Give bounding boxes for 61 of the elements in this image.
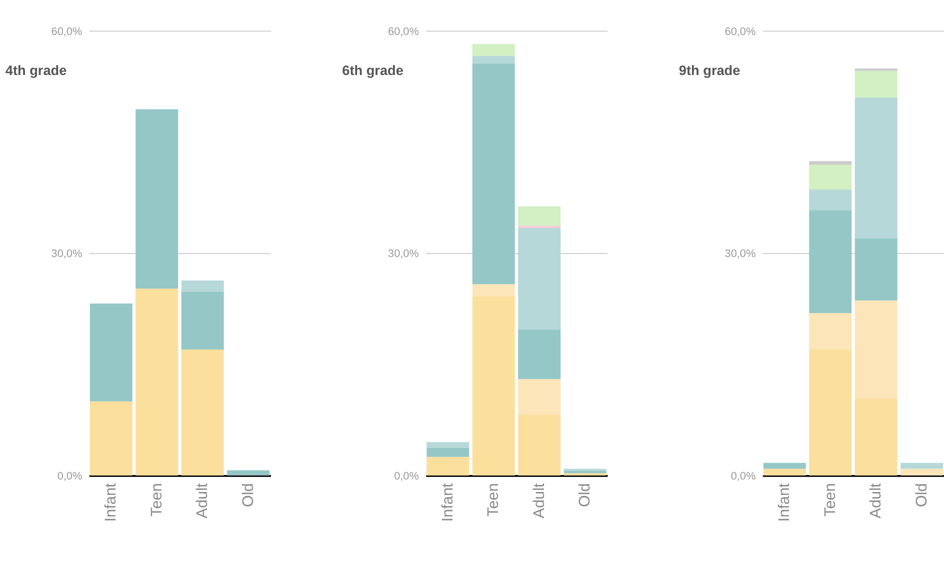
bar [518,379,561,415]
bar [472,296,515,476]
x-tick-label: Adult [868,482,885,518]
y-tick-label: 60,0% [388,26,420,38]
bar [854,398,898,476]
x-tick-label: Old [240,483,257,508]
bar [426,442,470,448]
bar [472,284,515,296]
y-tick-label: 0,0% [57,470,82,483]
bar [472,63,515,284]
x-tick-label: Infant [102,482,120,522]
y-tick-label: 30,0% [51,248,82,260]
x-tick-label: Adult [194,482,212,518]
y-tick-label: 0,0% [730,470,756,483]
bar [90,401,132,476]
bar [472,44,515,56]
bar [426,456,470,476]
y-tick-label: 60,0% [51,26,82,38]
text: 9th grade [678,63,741,78]
bar [854,97,898,238]
bar [564,468,606,472]
bar [426,448,470,457]
bar [472,56,515,64]
x-tick-label: Adult [530,482,548,518]
bar [90,303,132,402]
x-tick-label: Infant [776,482,794,522]
bar [809,349,852,476]
x-tick-label: Infant [439,482,456,522]
bar [518,206,561,226]
y-tick-label: 30,0% [724,248,756,260]
y-tick-label: 0,0% [394,470,420,483]
bar [809,161,852,165]
bar [181,280,224,292]
x-tick-label: Old [913,483,930,508]
bar [136,109,178,289]
bar [854,238,898,301]
x-tick-label: Old [576,483,594,508]
text: 6th grade [342,63,404,78]
y-tick-label: 30,0% [388,248,420,260]
bar [763,468,806,476]
bar [854,300,898,398]
bar [763,462,806,469]
bar [181,349,224,476]
x-tick-label: Teen [822,483,839,517]
y-tick-label: 60,0% [724,26,756,38]
bar [809,189,852,210]
bar [518,228,561,330]
x-tick-label: Teen [148,483,166,517]
bar [809,210,852,314]
x-tick-label: Teen [485,483,502,517]
text: 4th grade [5,63,68,78]
bar [518,414,561,476]
bar [809,164,852,190]
bar [900,462,944,469]
bar [227,470,270,476]
bar [181,292,224,350]
bar [518,329,561,380]
bar [900,468,944,476]
bar [136,288,178,476]
bar [854,70,898,98]
bar [809,313,852,350]
